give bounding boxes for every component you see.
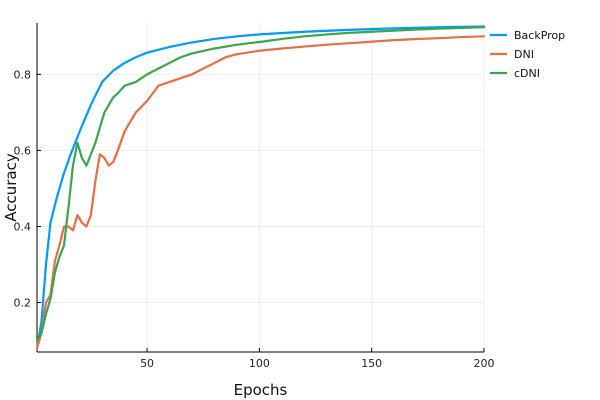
tick-labels: 50 100 150 200 0.2 0.4 0.6 0.8 [14, 68, 495, 370]
y-tick-label: 0.8 [14, 68, 32, 81]
legend: BackProp DNI cDNI [490, 29, 565, 80]
y-tick-label: 0.6 [14, 144, 32, 157]
axes [36, 23, 485, 353]
data-series [35, 25, 486, 350]
legend-entry: BackProp [514, 29, 565, 42]
series-line-cdni [35, 26, 486, 342]
x-tick-label: 200 [474, 357, 495, 370]
grid-lines [37, 23, 485, 352]
series-line-dni [35, 35, 486, 350]
x-tick-label: 150 [361, 357, 382, 370]
x-tick-label: 100 [249, 357, 270, 370]
y-tick-label: 0.4 [14, 220, 32, 233]
x-tick-label: 50 [140, 357, 154, 370]
legend-entry: cDNI [514, 67, 540, 80]
legend-entry: DNI [514, 48, 534, 61]
series-line-backprop [35, 25, 486, 350]
y-tick-label: 0.2 [14, 297, 32, 310]
y-axis-label: Accuracy [2, 153, 20, 222]
x-axis-label: Epochs [234, 381, 288, 399]
